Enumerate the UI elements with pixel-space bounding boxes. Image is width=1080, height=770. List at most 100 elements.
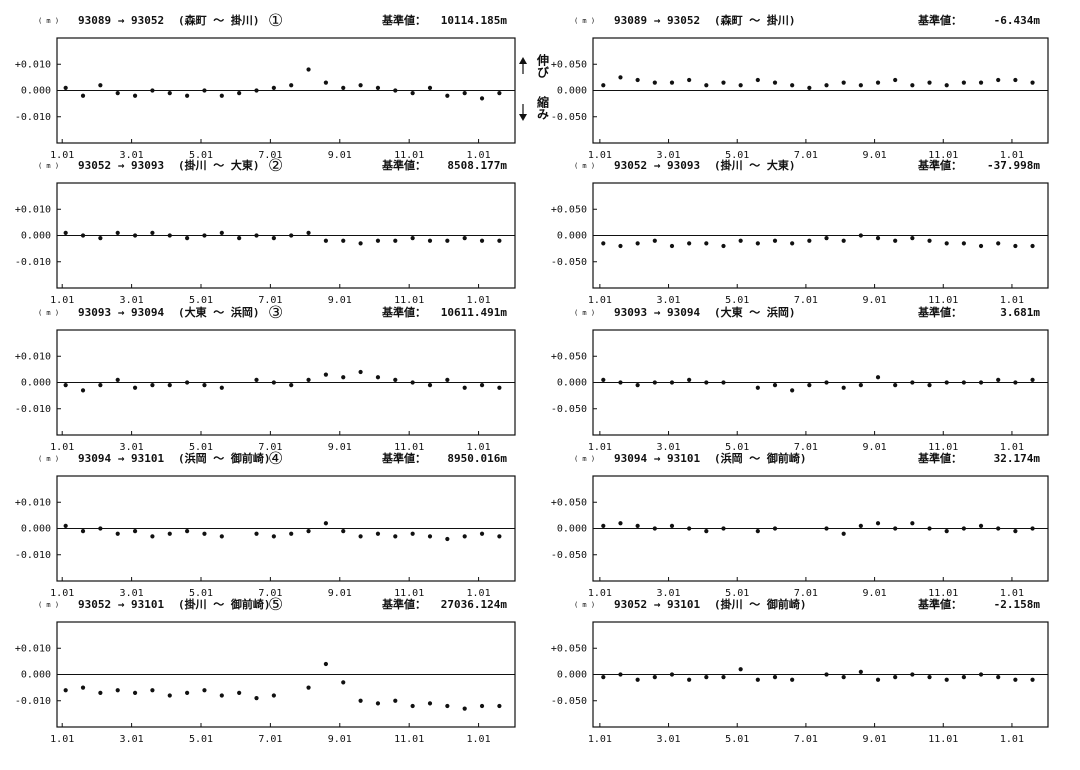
- y-tick-label: -0.010: [15, 550, 51, 561]
- data-point: [358, 698, 363, 703]
- x-tick-label: 7.01: [794, 588, 818, 599]
- data-point: [132, 93, 138, 98]
- y-tick-label: +0.050: [551, 59, 587, 70]
- data-point: [618, 672, 623, 677]
- base-value: 8950.016m: [447, 452, 507, 465]
- data-point: [687, 526, 692, 531]
- base-value: 10611.491m: [441, 306, 508, 319]
- x-tick-label: 5.01: [725, 150, 749, 161]
- data-point: [427, 383, 433, 388]
- x-tick-label: 9.01: [863, 442, 887, 453]
- x-tick-label: 11.01: [928, 442, 958, 453]
- data-point: [80, 685, 86, 690]
- data-point: [63, 230, 68, 235]
- data-point: [63, 523, 68, 528]
- data-point: [738, 667, 743, 672]
- data-point: [927, 675, 932, 680]
- data-point: [1013, 529, 1018, 534]
- chart-subtitle: (掛川 ～ 大東): [714, 158, 796, 172]
- data-point: [323, 661, 329, 667]
- data-point: [479, 238, 485, 243]
- data-point: [462, 534, 467, 539]
- data-point: [393, 88, 398, 93]
- data-point: [150, 383, 155, 388]
- x-tick-label: 9.01: [863, 588, 887, 599]
- data-point: [237, 91, 242, 96]
- y-tick-label: +0.010: [15, 497, 51, 508]
- data-point: [271, 693, 276, 698]
- data-point: [445, 93, 450, 98]
- data-point: [910, 83, 915, 88]
- data-point: [393, 698, 398, 703]
- y-tick-label: 0.000: [557, 231, 587, 242]
- data-point: [323, 238, 329, 243]
- data-point: [410, 380, 415, 385]
- x-tick-label: 5.01: [189, 150, 213, 161]
- data-point: [479, 703, 485, 709]
- x-tick-label: 3.01: [120, 442, 144, 453]
- data-point: [306, 685, 311, 690]
- y-tick-label: 0.000: [21, 524, 51, 535]
- unit-label: ( m ): [574, 601, 595, 609]
- data-point: [358, 241, 363, 246]
- base-value: -2.158m: [994, 598, 1041, 611]
- data-point: [341, 238, 346, 243]
- data-point: [323, 372, 329, 377]
- annotation: 縮み: [536, 95, 550, 120]
- data-point: [755, 385, 760, 390]
- x-tick-label: 5.01: [725, 588, 749, 599]
- y-tick-label: +0.050: [551, 351, 587, 362]
- data-point: [841, 675, 846, 680]
- data-point: [704, 529, 709, 534]
- x-tick-label: 7.01: [258, 442, 282, 453]
- data-point: [618, 243, 623, 249]
- data-point: [755, 529, 760, 534]
- chart-subtitle: (掛川 ～ 大東): [178, 158, 260, 172]
- x-tick-label: 3.01: [120, 150, 144, 161]
- data-point: [98, 83, 103, 88]
- x-tick-label: 7.01: [794, 150, 818, 161]
- x-tick-label: 11.01: [394, 588, 424, 599]
- x-tick-label: 1.01: [588, 588, 612, 599]
- x-tick-label: 9.01: [328, 734, 352, 745]
- data-point: [790, 83, 795, 88]
- data-point: [944, 241, 949, 246]
- data-point: [375, 238, 381, 243]
- data-point: [652, 80, 657, 85]
- base-label: 基準値：: [381, 305, 426, 319]
- data-point: [479, 96, 485, 101]
- data-point: [875, 375, 881, 380]
- data-point: [132, 385, 138, 390]
- x-tick-label: 1.01: [50, 150, 74, 161]
- data-point: [858, 233, 863, 238]
- base-value: 10114.185m: [441, 14, 508, 27]
- data-point: [824, 526, 829, 531]
- data-point: [652, 380, 657, 385]
- chart-subtitle: (浜岡 ～ 御前崎): [714, 451, 807, 465]
- x-tick-label: 11.01: [928, 295, 958, 306]
- data-point: [721, 243, 726, 249]
- x-tick-label: 9.01: [863, 295, 887, 306]
- data-point: [98, 526, 103, 531]
- annotation: 伸び: [536, 53, 550, 79]
- unit-label: ( m ): [38, 455, 59, 463]
- data-point: [375, 701, 381, 706]
- data-point: [1013, 243, 1018, 249]
- data-point: [80, 233, 86, 238]
- data-point: [1030, 80, 1035, 85]
- data-point: [961, 241, 966, 246]
- data-point: [893, 675, 898, 680]
- data-point: [755, 241, 760, 246]
- data-point: [601, 241, 606, 246]
- x-tick-label: 3.01: [657, 734, 681, 745]
- data-point: [358, 534, 363, 539]
- data-point: [978, 380, 984, 385]
- up-arrow-head: [519, 57, 527, 64]
- data-point: [80, 388, 86, 393]
- y-tick-label: +0.050: [551, 643, 587, 654]
- data-point: [704, 83, 709, 88]
- data-point: [150, 230, 155, 235]
- data-point: [393, 377, 398, 382]
- data-point: [738, 83, 743, 88]
- base-label: 基準値：: [917, 158, 962, 172]
